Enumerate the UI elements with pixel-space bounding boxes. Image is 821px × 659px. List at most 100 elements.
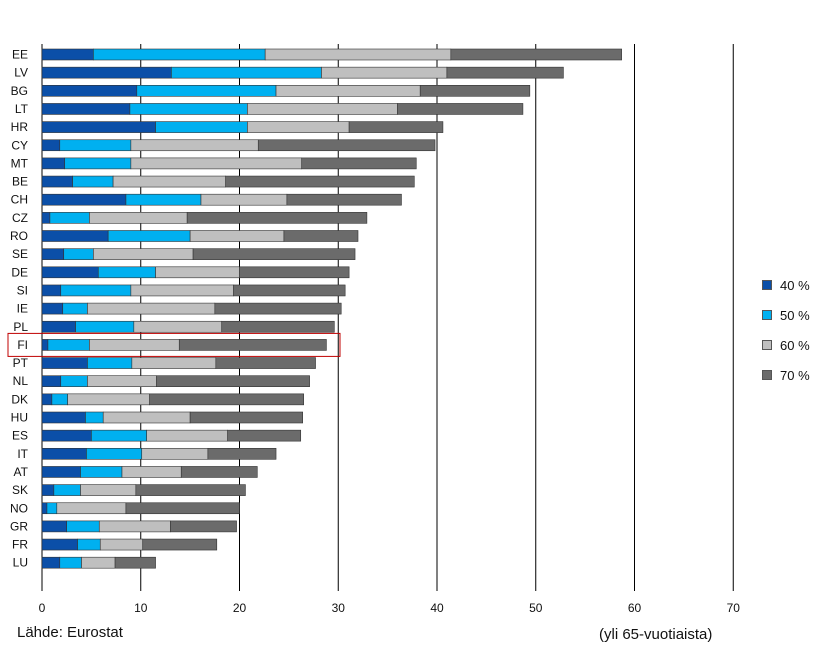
bar-segment	[257, 139, 436, 152]
bar-segment	[41, 248, 65, 260]
category-label: PT	[13, 356, 29, 370]
legend-item: 70 %	[762, 366, 810, 384]
bar-segment	[41, 193, 127, 206]
category-label: HU	[11, 411, 28, 425]
bar-segment	[321, 66, 448, 79]
category-label: AT	[14, 465, 29, 479]
bar-segment	[87, 375, 157, 388]
bar-segment	[41, 393, 53, 406]
bar-segment	[56, 502, 127, 515]
bar-segment	[81, 556, 116, 569]
bar-segment	[180, 466, 258, 478]
bar-segment	[227, 429, 302, 442]
bar-segment	[131, 357, 217, 369]
bar-segment	[264, 48, 452, 61]
bar-segment	[89, 212, 188, 224]
bar-segment	[41, 284, 62, 297]
bar-segment	[207, 447, 277, 460]
bar-segment	[41, 357, 88, 369]
bar-segment	[80, 466, 123, 478]
bar-segment	[41, 302, 64, 315]
category-label: PL	[13, 320, 28, 334]
x-tick-label: 0	[39, 601, 46, 615]
category-label: DK	[11, 392, 28, 406]
bar-segment	[51, 393, 68, 406]
x-tick-label: 30	[332, 601, 346, 615]
category-labels: EE LV BG LT HR CY MT BE CH CZ RO SE DE SI IE PL FI PT NL DK…	[10, 48, 29, 570]
bar-segment	[130, 157, 303, 170]
bar-segment	[192, 248, 356, 260]
bar-segment	[41, 121, 156, 133]
bars	[41, 48, 622, 569]
bar-segment	[141, 447, 209, 460]
bar-segment	[142, 538, 218, 551]
bar-segment	[178, 339, 327, 351]
bar-segment	[41, 230, 109, 242]
category-label: IT	[17, 447, 28, 461]
category-label: ES	[12, 429, 28, 443]
bar-segment	[99, 538, 144, 551]
category-label: SK	[12, 483, 28, 497]
x-tick-label: 50	[529, 601, 543, 615]
bar-segment	[200, 193, 288, 206]
bar-segment	[155, 266, 240, 279]
x-tick-label: 70	[727, 601, 741, 615]
category-label: FI	[17, 338, 28, 352]
bar-segment	[46, 502, 58, 515]
bar-segment	[91, 429, 147, 442]
bar-segment	[72, 175, 114, 188]
bar-segment	[121, 466, 182, 478]
bar-segment	[125, 193, 202, 206]
bar-segment	[225, 175, 415, 188]
category-label: HR	[11, 120, 29, 134]
x-tick-label: 10	[134, 601, 148, 615]
bar-segment	[53, 484, 81, 496]
bar-segment	[41, 320, 76, 333]
category-label: RO	[10, 229, 28, 243]
bar-segment	[286, 193, 402, 206]
category-label: MT	[11, 156, 29, 170]
category-label: BE	[12, 175, 28, 189]
bar-segment	[450, 48, 622, 61]
bar-segment	[247, 103, 398, 115]
bar-segment	[93, 248, 194, 260]
bar-segment	[129, 103, 248, 115]
legend-swatch	[762, 310, 772, 320]
bar-segment	[149, 393, 304, 406]
category-label: NL	[13, 374, 29, 388]
bar-segment	[41, 375, 62, 388]
bar-segment	[60, 375, 88, 388]
bar-segment	[60, 284, 132, 297]
bar-segment	[41, 103, 131, 115]
bar-segment	[135, 484, 246, 496]
bar-segment	[170, 520, 237, 533]
legend-label: 60 %	[780, 337, 810, 353]
bar-segment	[41, 484, 55, 496]
bar-segment	[75, 320, 135, 333]
category-label: SE	[12, 247, 28, 261]
bar-segment	[130, 139, 259, 152]
bar-segment	[348, 121, 444, 133]
bar-segment	[221, 320, 335, 333]
category-label: GR	[10, 519, 28, 533]
bar-segment	[215, 357, 316, 369]
bar-segment	[397, 103, 524, 115]
bar-segment	[233, 284, 346, 297]
bar-segment	[419, 85, 531, 97]
legend-item: 40 %	[762, 276, 810, 294]
bar-segment	[41, 139, 61, 152]
category-label: CH	[11, 193, 28, 207]
category-label: LT	[15, 102, 29, 116]
bar-segment	[80, 484, 137, 496]
legend-item: 50 %	[762, 306, 810, 324]
bar-segment	[301, 157, 417, 170]
bar-segment	[41, 339, 49, 351]
bar-segment	[41, 157, 66, 170]
bar-segment	[102, 411, 191, 424]
bar-segment	[156, 375, 310, 388]
highlight-box	[7, 332, 341, 357]
bar-segment	[41, 66, 172, 79]
bar-segment	[189, 411, 303, 424]
bar-segment	[97, 266, 156, 279]
